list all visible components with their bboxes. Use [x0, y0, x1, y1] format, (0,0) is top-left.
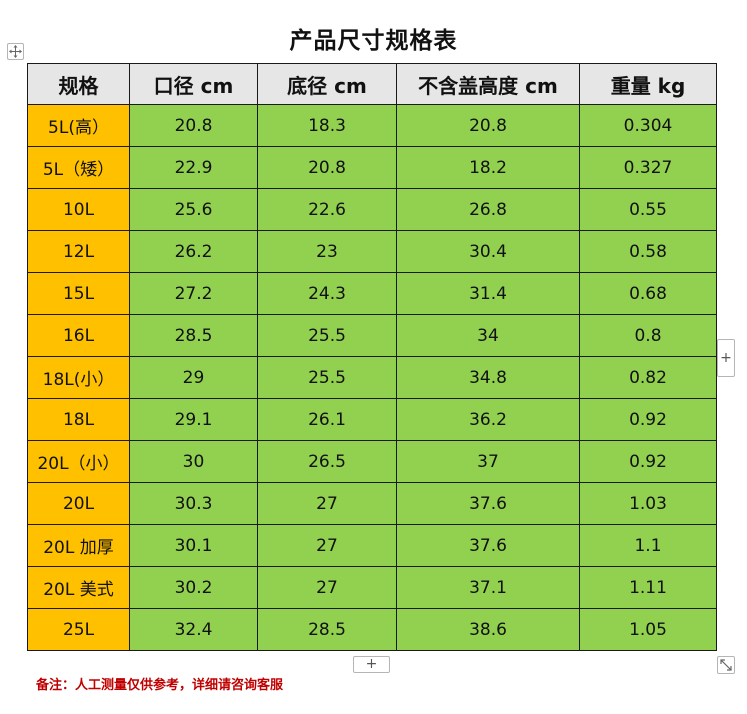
cell-bottom-diameter[interactable]: 22.6 — [257, 188, 397, 231]
cell-mouth-diameter[interactable]: 28.5 — [129, 314, 258, 357]
cell-height[interactable]: 37.6 — [396, 482, 580, 525]
table-row: 20L（小） 30 26.5 37 0.92 — [27, 440, 717, 483]
cell-bottom-diameter[interactable]: 26.5 — [257, 440, 397, 483]
cell-spec[interactable]: 20L 加厚 — [27, 524, 130, 567]
cell-weight[interactable]: 1.03 — [579, 482, 717, 525]
cell-mouth-diameter[interactable]: 20.8 — [129, 104, 258, 147]
table-row: 18L 29.1 26.1 36.2 0.92 — [27, 398, 717, 441]
table-row: 16L 28.5 25.5 34 0.8 — [27, 314, 717, 357]
cell-spec[interactable]: 20L 美式 — [27, 566, 130, 609]
cell-bottom-diameter[interactable]: 27 — [257, 482, 397, 525]
cell-mouth-diameter[interactable]: 29.1 — [129, 398, 258, 441]
move-icon — [9, 45, 22, 58]
cell-bottom-diameter[interactable]: 18.3 — [257, 104, 397, 147]
add-column-button[interactable]: + — [717, 339, 735, 377]
cell-mouth-diameter[interactable]: 26.2 — [129, 230, 258, 273]
cell-height[interactable]: 20.8 — [396, 104, 580, 147]
cell-height[interactable]: 30.4 — [396, 230, 580, 273]
header-weight[interactable]: 重量 kg — [579, 63, 717, 105]
cell-mouth-diameter[interactable]: 25.6 — [129, 188, 258, 231]
cell-bottom-diameter[interactable]: 25.5 — [257, 356, 397, 399]
cell-weight[interactable]: 0.58 — [579, 230, 717, 273]
cell-height[interactable]: 26.8 — [396, 188, 580, 231]
plus-icon: + — [720, 350, 732, 366]
cell-weight[interactable]: 0.55 — [579, 188, 717, 231]
cell-weight[interactable]: 0.82 — [579, 356, 717, 399]
table-row: 20L 加厚 30.1 27 37.6 1.1 — [27, 524, 717, 567]
table-row: 5L（矮） 22.9 20.8 18.2 0.327 — [27, 146, 717, 189]
cell-mouth-diameter[interactable]: 30 — [129, 440, 258, 483]
table-resize-handle[interactable] — [717, 656, 735, 674]
cell-mouth-diameter[interactable]: 30.3 — [129, 482, 258, 525]
cell-height[interactable]: 37.6 — [396, 524, 580, 567]
cell-weight[interactable]: 0.327 — [579, 146, 717, 189]
cell-weight[interactable]: 0.92 — [579, 440, 717, 483]
cell-spec[interactable]: 18L(小） — [27, 356, 130, 399]
cell-bottom-diameter[interactable]: 28.5 — [257, 608, 397, 651]
cell-bottom-diameter[interactable]: 20.8 — [257, 146, 397, 189]
header-mouth-diameter[interactable]: 口径 cm — [129, 63, 258, 105]
table-row: 20L 美式 30.2 27 37.1 1.11 — [27, 566, 717, 609]
cell-height[interactable]: 37.1 — [396, 566, 580, 609]
cell-spec[interactable]: 16L — [27, 314, 130, 357]
cell-bottom-diameter[interactable]: 23 — [257, 230, 397, 273]
plus-icon: + — [365, 656, 378, 672]
table-row: 5L(高） 20.8 18.3 20.8 0.304 — [27, 104, 717, 147]
cell-mouth-diameter[interactable]: 30.2 — [129, 566, 258, 609]
cell-weight[interactable]: 0.304 — [579, 104, 717, 147]
table-row: 18L(小） 29 25.5 34.8 0.82 — [27, 356, 717, 399]
cell-bottom-diameter[interactable]: 25.5 — [257, 314, 397, 357]
table-row: 10L 25.6 22.6 26.8 0.55 — [27, 188, 717, 231]
cell-spec[interactable]: 5L（矮） — [27, 146, 130, 189]
cell-weight[interactable]: 0.8 — [579, 314, 717, 357]
cell-height[interactable]: 31.4 — [396, 272, 580, 315]
header-spec[interactable]: 规格 — [27, 63, 130, 105]
cell-height[interactable]: 36.2 — [396, 398, 580, 441]
cell-spec[interactable]: 18L — [27, 398, 130, 441]
cell-spec[interactable]: 10L — [27, 188, 130, 231]
cell-mouth-diameter[interactable]: 22.9 — [129, 146, 258, 189]
cell-bottom-diameter[interactable]: 27 — [257, 566, 397, 609]
cell-spec[interactable]: 12L — [27, 230, 130, 273]
cell-bottom-diameter[interactable]: 27 — [257, 524, 397, 567]
cell-bottom-diameter[interactable]: 24.3 — [257, 272, 397, 315]
table-row: 12L 26.2 23 30.4 0.58 — [27, 230, 717, 273]
table-row: 25L 32.4 28.5 38.6 1.05 — [27, 608, 717, 651]
header-bottom-diameter[interactable]: 底径 cm — [257, 63, 397, 105]
cell-weight[interactable]: 1.11 — [579, 566, 717, 609]
table-move-handle[interactable] — [7, 43, 24, 60]
add-row-button[interactable]: + — [353, 656, 390, 673]
cell-weight[interactable]: 0.92 — [579, 398, 717, 441]
page-title: 产品尺寸规格表 — [289, 28, 458, 54]
cell-bottom-diameter[interactable]: 26.1 — [257, 398, 397, 441]
table-row: 15L 27.2 24.3 31.4 0.68 — [27, 272, 717, 315]
cell-spec[interactable]: 25L — [27, 608, 130, 651]
cell-mouth-diameter[interactable]: 27.2 — [129, 272, 258, 315]
cell-weight[interactable]: 1.1 — [579, 524, 717, 567]
cell-height[interactable]: 34.8 — [396, 356, 580, 399]
resize-icon — [720, 659, 732, 671]
cell-height[interactable]: 18.2 — [396, 146, 580, 189]
cell-height[interactable]: 37 — [396, 440, 580, 483]
cell-mouth-diameter[interactable]: 32.4 — [129, 608, 258, 651]
cell-spec[interactable]: 20L（小） — [27, 440, 130, 483]
cell-mouth-diameter[interactable]: 29 — [129, 356, 258, 399]
cell-weight[interactable]: 1.05 — [579, 608, 717, 651]
cell-spec[interactable]: 5L(高） — [27, 104, 130, 147]
cell-height[interactable]: 38.6 — [396, 608, 580, 651]
cell-spec[interactable]: 15L — [27, 272, 130, 315]
cell-weight[interactable]: 0.68 — [579, 272, 717, 315]
cell-height[interactable]: 34 — [396, 314, 580, 357]
disclaimer-note: 备注：人工测量仅供参考，详细请咨询客服 — [36, 678, 284, 693]
table-header-row: 规格 口径 cm 底径 cm 不含盖高度 cm 重量 kg — [27, 63, 717, 105]
cell-mouth-diameter[interactable]: 30.1 — [129, 524, 258, 567]
spec-table: 规格 口径 cm 底径 cm 不含盖高度 cm 重量 kg 5L(高） 20.8… — [27, 63, 717, 651]
header-height[interactable]: 不含盖高度 cm — [396, 63, 580, 105]
cell-spec[interactable]: 20L — [27, 482, 130, 525]
table-row: 20L 30.3 27 37.6 1.03 — [27, 482, 717, 525]
